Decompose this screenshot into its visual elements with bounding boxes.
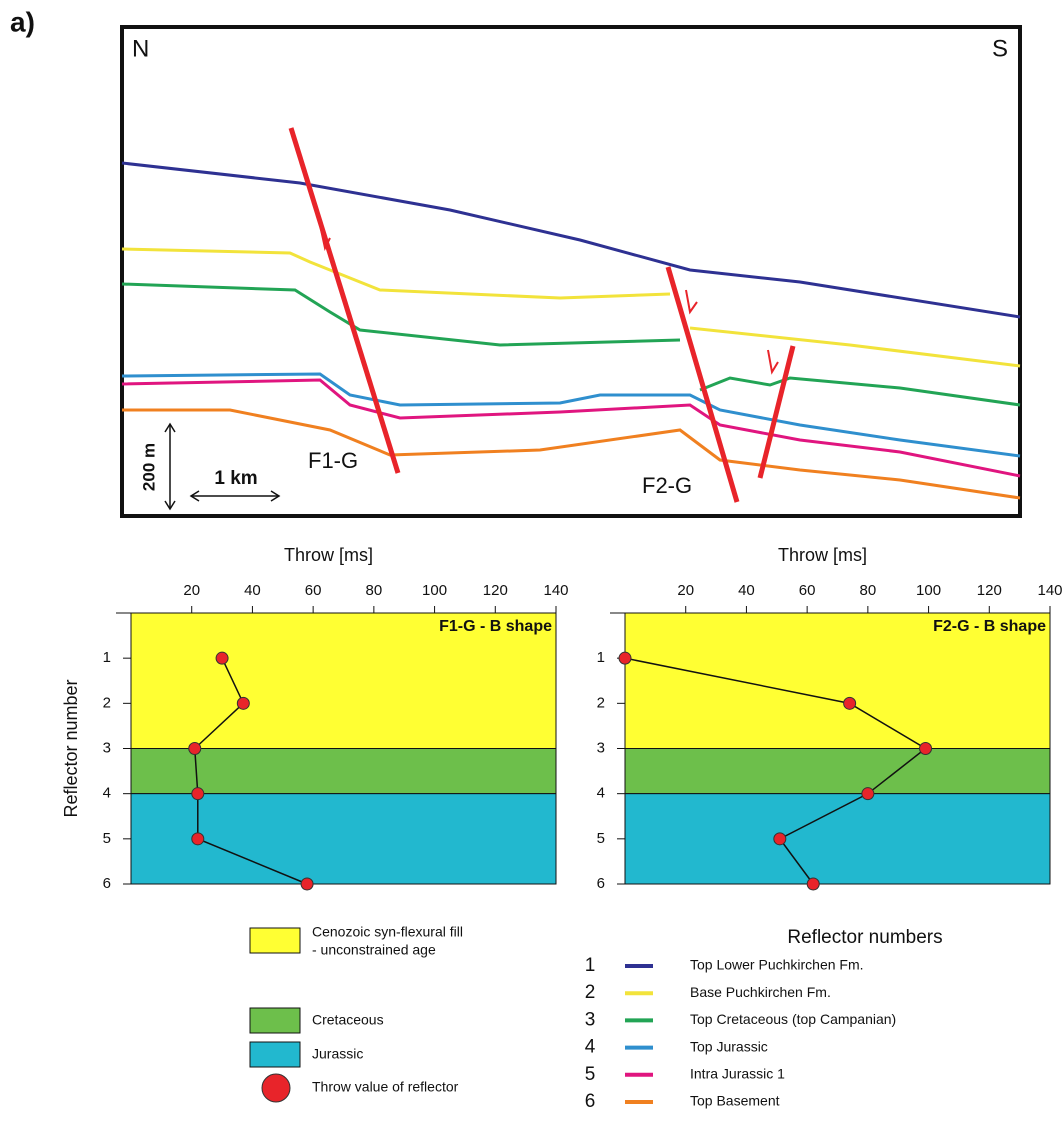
y-tick-label: 3 [103,739,111,756]
legend-label: Cenozoic syn-flexural fill [312,924,463,940]
x-axis-label: Throw [ms] [284,545,373,565]
x-axis-label: Throw [ms] [778,545,867,565]
figure: a) N S F1-G F2-G 200 m 1 km 20 40 60 80 100 1… [0,0,1063,1138]
horizontal-scale: 1 km [214,468,257,489]
throw-point [189,743,201,755]
legend-swatch [250,928,300,953]
y-tick-label: 6 [103,875,111,892]
legend-number: 5 [585,1064,596,1085]
x-tick-label: 20 [183,582,200,599]
fault-label: F2-G [642,473,692,498]
x-tick-label: 40 [738,582,755,599]
x-tick-label: 60 [305,582,322,599]
y-tick-label: 2 [103,694,111,711]
throw-point [192,833,204,845]
panel-label: a) [10,6,35,37]
vertical-scale: 200 m [139,443,158,491]
x-tick-label: 120 [483,582,508,599]
legend-label: Top Jurassic [690,1038,768,1054]
legend-number: 3 [585,1009,596,1030]
legend-label: Jurassic [312,1046,363,1062]
legend-number: 2 [585,982,596,1003]
y-tick-label: 2 [597,694,605,711]
legend-label: Throw value of reflector [312,1079,459,1095]
fault-label: F1-G [308,448,358,473]
throw-point [237,697,249,709]
legend-label: Top Lower Puchkirchen Fm. [690,957,864,973]
y-tick-label: 5 [597,830,605,847]
x-tick-label: 80 [860,582,877,599]
x-tick-label: 60 [799,582,816,599]
throw-point [807,878,819,890]
throw-point [216,652,228,664]
chart-title: F1-G - B shape [439,618,552,635]
legend-label: - unconstrained age [312,942,436,958]
north-label: N [132,35,149,62]
y-axis-label: Reflector number [61,679,81,817]
x-tick-label: 120 [977,582,1002,599]
throw-point [192,788,204,800]
y-tick-label: 1 [103,649,111,666]
south-label: S [992,35,1008,62]
throw-point [920,743,932,755]
y-tick-label: 4 [103,785,111,802]
x-tick-label: 140 [543,582,568,599]
throw-point [844,697,856,709]
legend-marker [262,1074,290,1102]
legend-swatch [250,1042,300,1067]
legend-number: 4 [585,1037,596,1058]
cross-section: N S F1-G F2-G 200 m 1 km [122,27,1020,516]
throw-point [301,878,313,890]
unit-band [625,794,1050,884]
legend-title: Reflector numbers [787,927,942,948]
x-tick-label: 80 [366,582,383,599]
legend-label: Base Puchkirchen Fm. [690,984,831,1000]
throw-point [774,833,786,845]
legend-label: Cretaceous [312,1012,384,1028]
y-tick-label: 5 [103,830,111,847]
section-frame [122,27,1020,516]
x-tick-label: 40 [244,582,261,599]
x-tick-label: 140 [1037,582,1062,599]
legend-number: 6 [585,1091,596,1112]
x-tick-label: 100 [916,582,941,599]
unit-band [625,749,1050,794]
x-tick-label: 20 [677,582,694,599]
legend-label: Top Basement [690,1093,780,1109]
throw-point [619,652,631,664]
legend-swatch [250,1008,300,1033]
throw-point [862,788,874,800]
y-tick-label: 6 [597,875,605,892]
y-tick-label: 4 [597,785,605,802]
legend-label: Top Cretaceous (top Campanian) [690,1011,896,1027]
x-tick-label: 100 [422,582,447,599]
chart-title: F2-G - B shape [933,618,1046,635]
legend-number: 1 [585,955,596,976]
y-tick-label: 3 [597,739,605,756]
legend-label: Intra Jurassic 1 [690,1066,785,1082]
y-tick-label: 1 [597,649,605,666]
